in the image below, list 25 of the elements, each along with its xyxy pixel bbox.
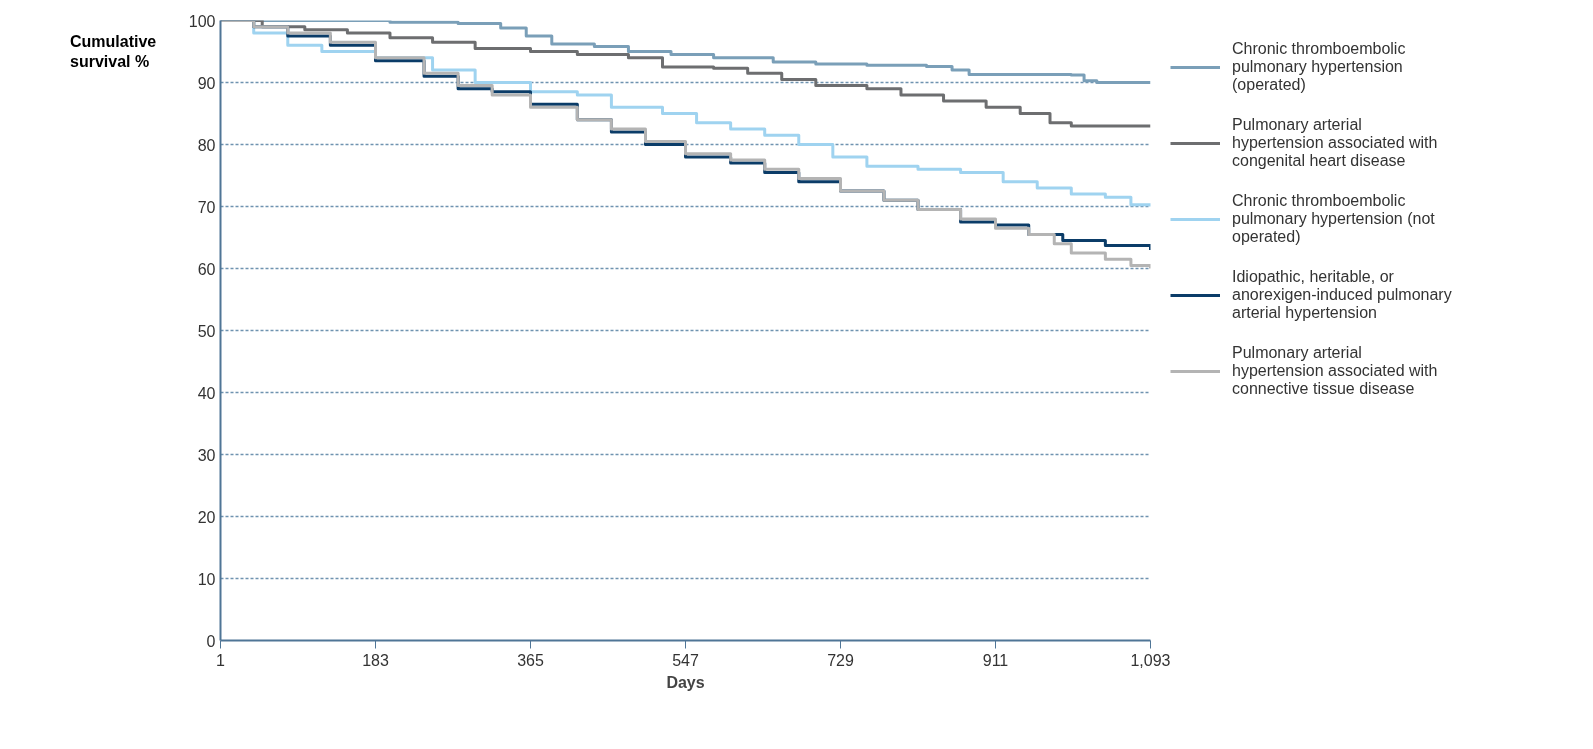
y-axis-title: Cumulative survival %	[70, 32, 158, 72]
y-tick-label: 10	[197, 570, 216, 588]
x-tick-label: 1,093	[1130, 651, 1171, 669]
y-tick-label: 90	[197, 74, 216, 92]
y-tick-label: 20	[197, 508, 216, 526]
x-tick-label: 1	[216, 651, 226, 669]
y-tick-label: 40	[197, 384, 216, 402]
legend-label: Chronic thromboembolic pulmonary hypertension (not operated)	[1232, 192, 1435, 246]
x-tick-label: 547	[672, 651, 699, 669]
x-tick-label: 183	[362, 651, 389, 669]
x-tick-label: 729	[827, 651, 854, 669]
legend-label: Idiopathic, heritable, or anorexigen-induced pulmonary arterial hypertension	[1232, 268, 1452, 322]
y-tick-label: 60	[197, 260, 216, 278]
y-tick-label: 0	[206, 632, 216, 650]
legend-label: Pulmonary arterial hypertension associated with congenital heart disease	[1232, 116, 1438, 170]
legend-label: Pulmonary arterial hypertension associated with connective tissue disease	[1232, 344, 1438, 398]
y-tick-label: 50	[197, 322, 216, 340]
y-tick-label: 30	[197, 446, 216, 464]
x-tick-label: 911	[982, 651, 1009, 669]
x-axis-title: Days	[666, 673, 705, 691]
x-tick-label: 365	[517, 651, 544, 669]
legend-label: Chronic thromboembolic pulmonary hypertension (operated)	[1232, 40, 1406, 94]
y-tick-label: 80	[197, 136, 216, 154]
y-tick-label: 100	[188, 12, 216, 30]
y-tick-label: 70	[197, 198, 216, 216]
